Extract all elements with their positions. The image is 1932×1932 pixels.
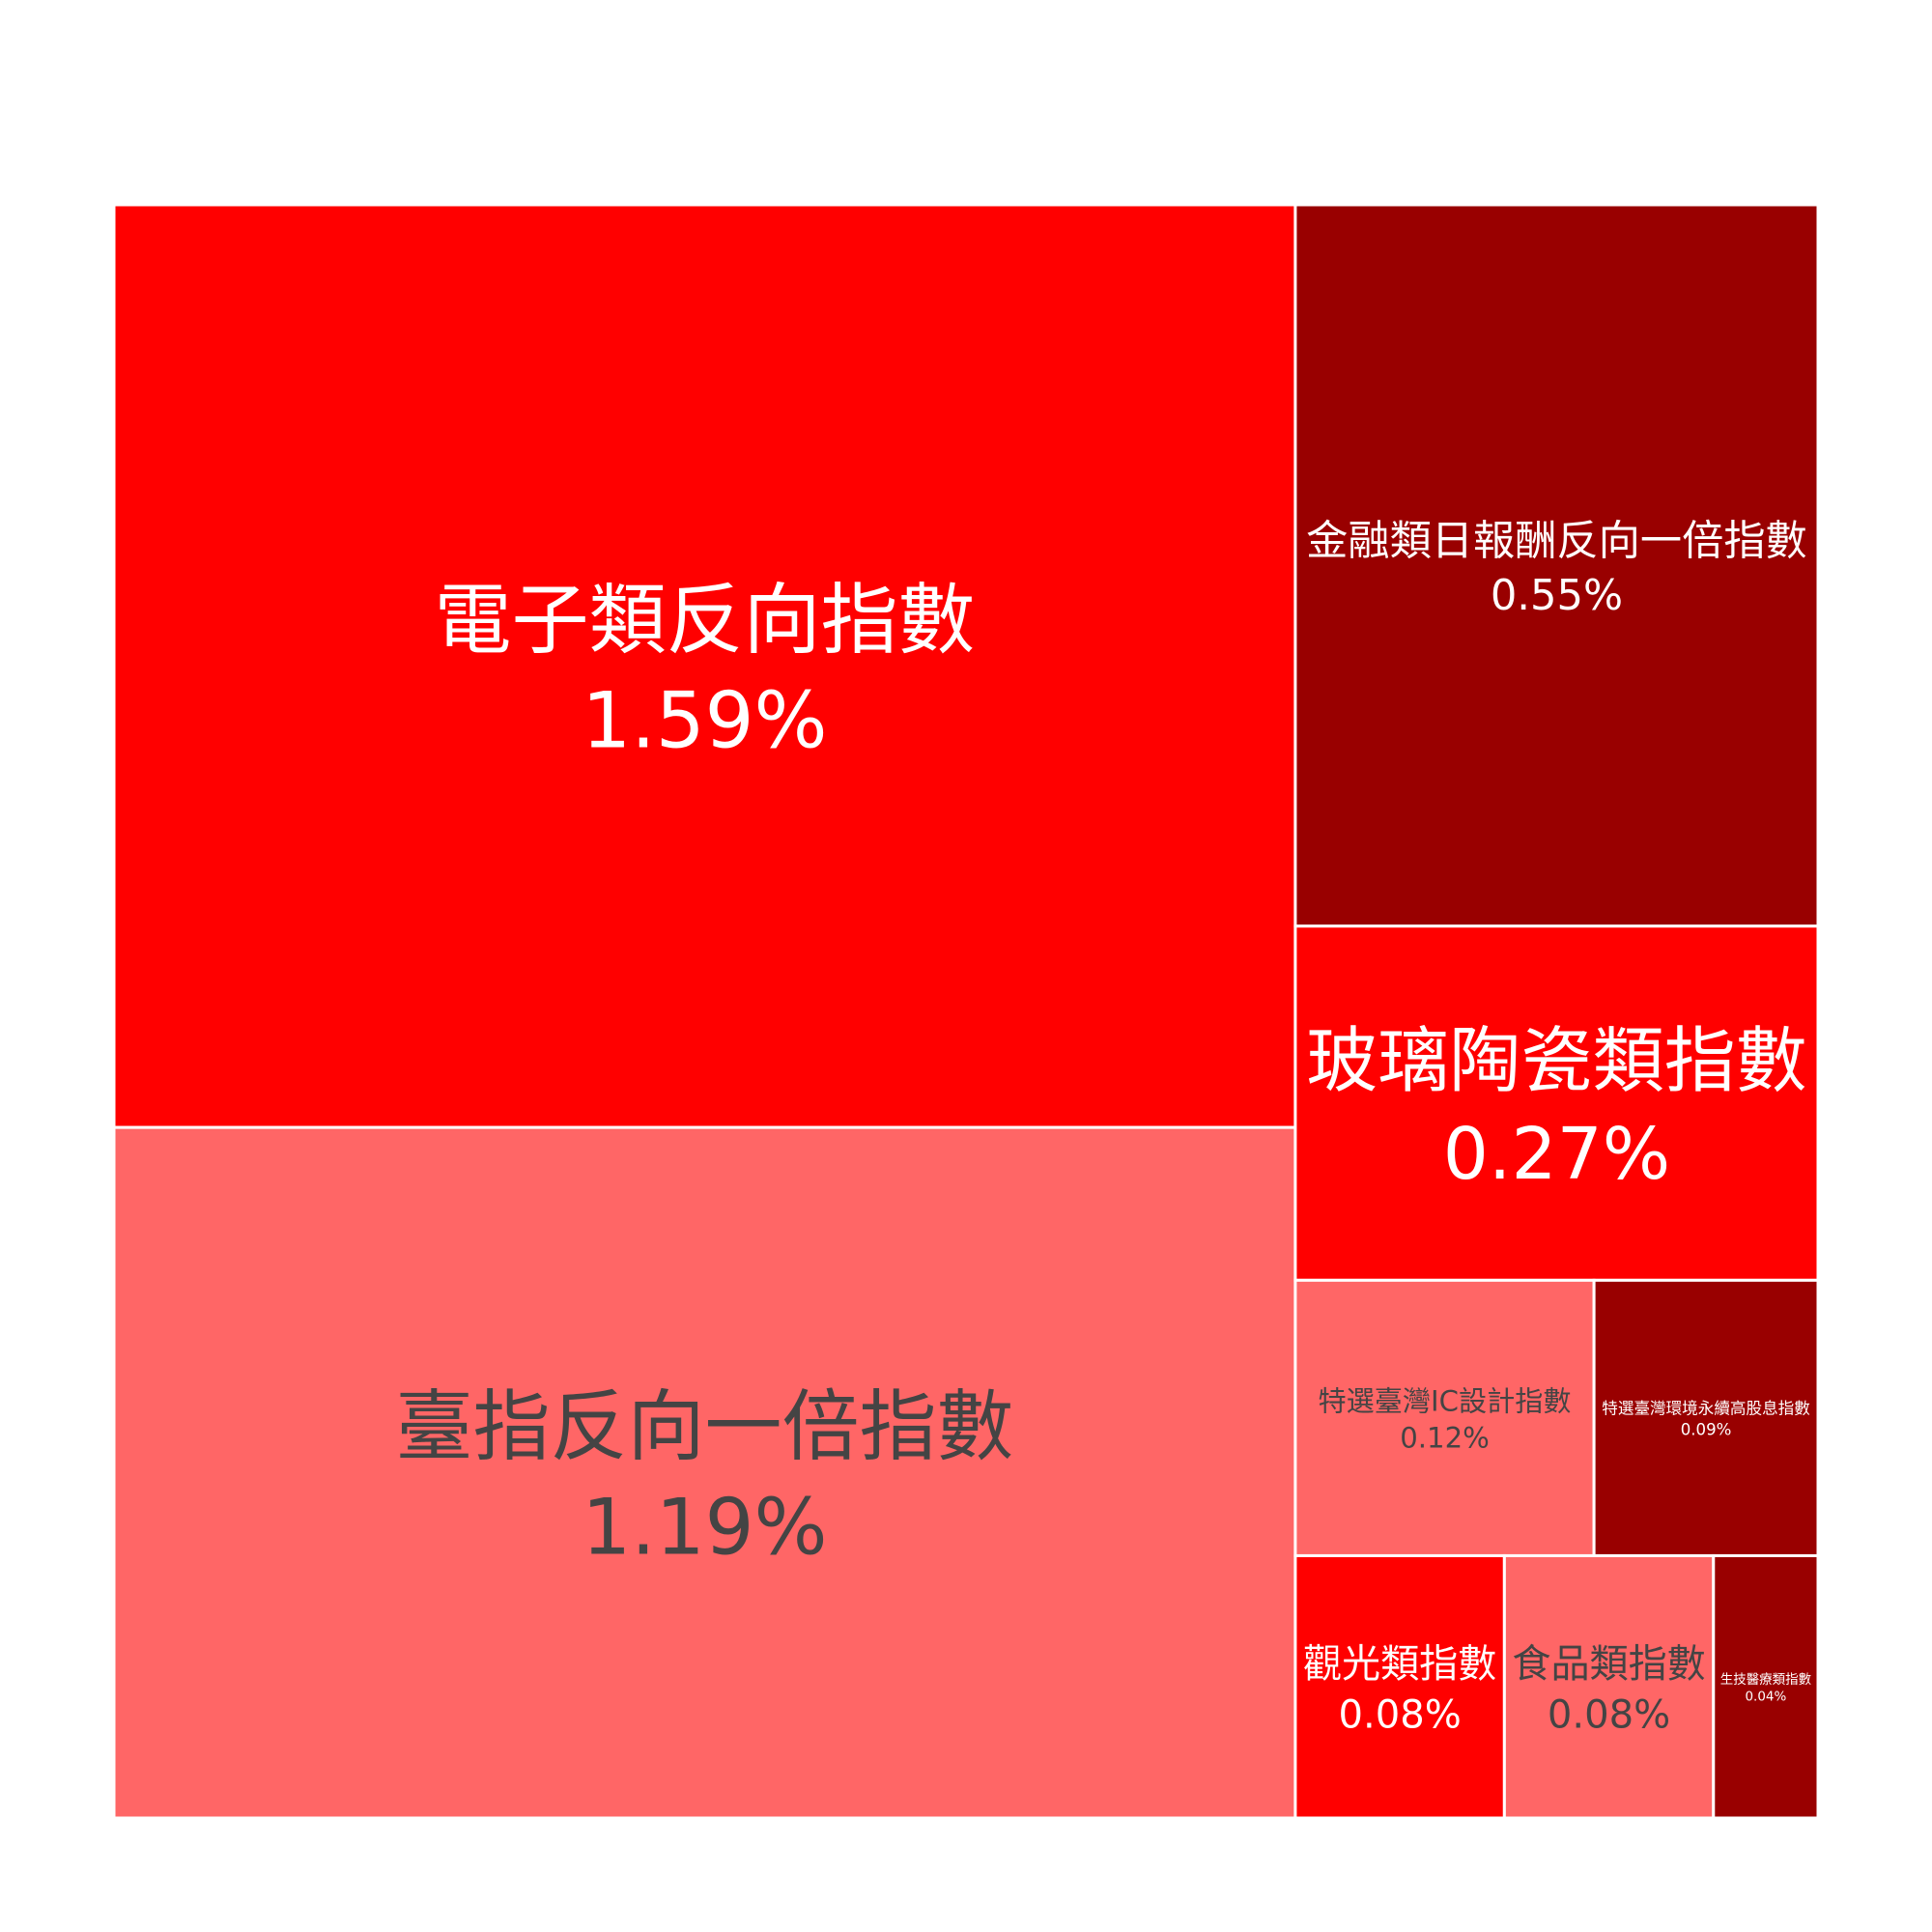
tile-5-value-label: 0.12% bbox=[1400, 1421, 1490, 1454]
tile-2-rect[interactable] bbox=[112, 1125, 1297, 1820]
tile-5-rect[interactable] bbox=[1293, 1278, 1596, 1557]
tile-2-value-label: 1.19% bbox=[582, 1483, 827, 1573]
tile-6-name-label: 特選臺灣環境永續高股息指數 bbox=[1602, 1400, 1810, 1418]
tile-4-rect[interactable] bbox=[1293, 924, 1820, 1282]
tile-6-value-label: 0.09% bbox=[1681, 1420, 1732, 1438]
tile-4-value-label: 0.27% bbox=[1443, 1113, 1670, 1196]
tile-1-name-label: 電子類反向指數 bbox=[434, 576, 975, 666]
tile-7-value-label: 0.08% bbox=[1338, 1692, 1461, 1737]
tile-8-value-label: 0.08% bbox=[1548, 1692, 1670, 1737]
tile-1-rect[interactable] bbox=[112, 203, 1297, 1129]
tile-9-value-label: 0.04% bbox=[1745, 1689, 1786, 1704]
tile-7-rect[interactable] bbox=[1293, 1553, 1506, 1820]
tile-7-name-label: 觀光類指數 bbox=[1303, 1642, 1496, 1687]
tile-9-name-label: 生技醫療類指數 bbox=[1720, 1671, 1811, 1688]
tile-3-value-label: 0.55% bbox=[1491, 572, 1623, 620]
tile-5-name-label: 特選臺灣IC設計指數 bbox=[1319, 1385, 1572, 1418]
tile-3-rect[interactable] bbox=[1293, 203, 1820, 928]
tile-4-name-label: 玻璃陶瓷類指數 bbox=[1306, 1020, 1807, 1103]
tile-2-name-label: 臺指反向一倍指數 bbox=[395, 1382, 1013, 1472]
tile-6-rect[interactable] bbox=[1592, 1278, 1820, 1557]
tile-8-rect[interactable] bbox=[1502, 1553, 1716, 1820]
tile-9-rect[interactable] bbox=[1712, 1553, 1820, 1820]
tile-3-name-label: 金融類日報酬反向一倍指數 bbox=[1306, 518, 1807, 566]
tile-8-name-label: 食品類指數 bbox=[1512, 1642, 1705, 1687]
tile-1-value-label: 1.59% bbox=[582, 676, 827, 766]
treemap-tiles: 電子類反向指數 1.59% 臺指反向一倍指數 1.19% 金融類日報酬反向一倍指數 0.5… bbox=[112, 203, 1820, 1820]
